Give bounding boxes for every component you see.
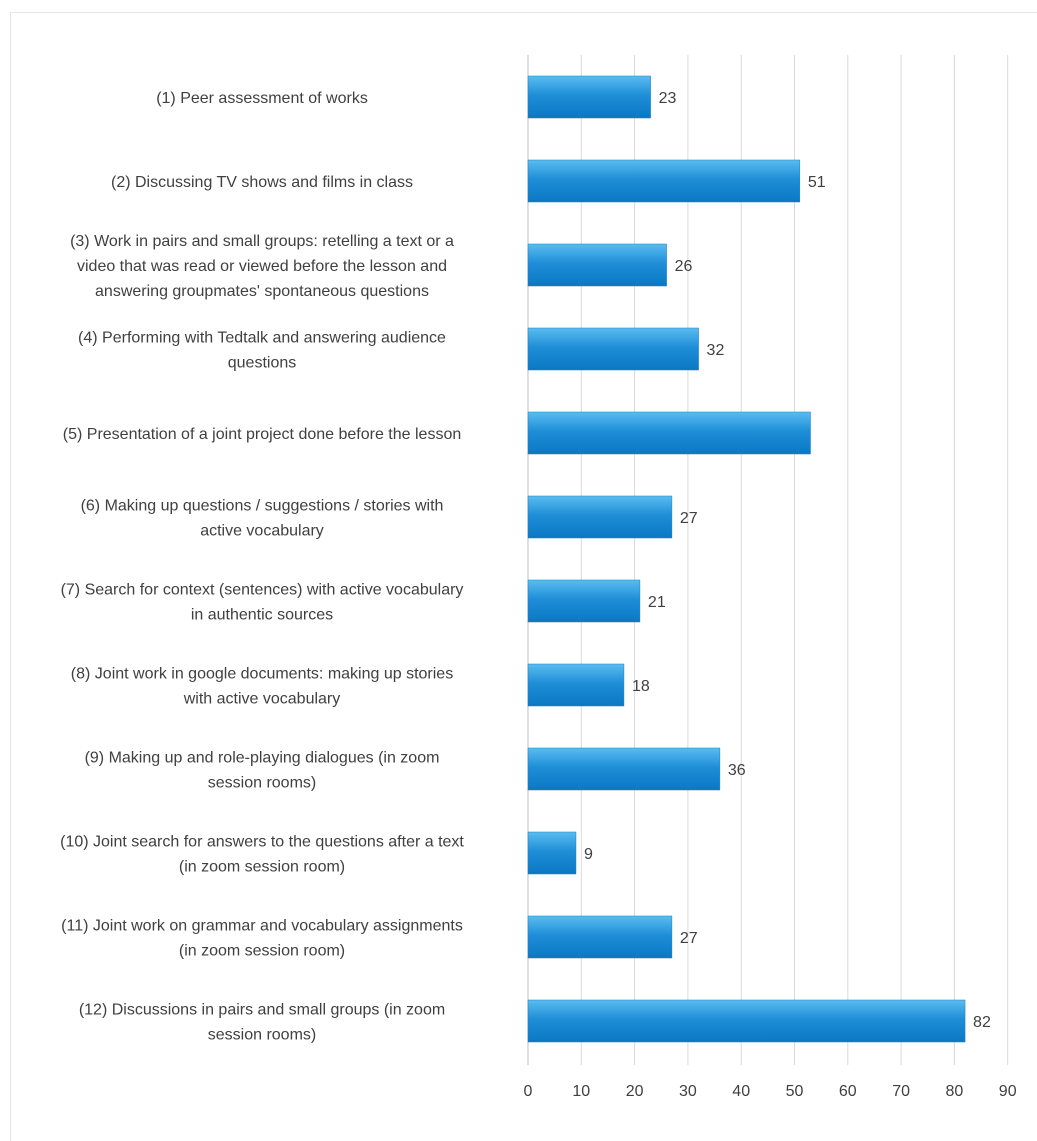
category-label: (4) Performing with Tedtalk and answerin… [78,330,446,372]
category-label-line: (2) Discussing TV shows and films in cla… [111,174,413,191]
category-label-line: (in zoom session room) [179,943,345,960]
data-label: 18 [632,678,650,695]
x-axis-ticks: 0 10 20 30 40 50 60 70 80 90 [524,1083,1017,1100]
data-label: 9 [584,846,593,863]
category-label: (1) Peer assessment of works [156,90,368,107]
x-tick-label: 20 [626,1083,644,1100]
category-label-line: (11) Joint work on grammar and vocabular… [61,918,463,935]
category-label: (9) Making up and role-playing dialogues… [85,750,440,792]
bar [527,327,699,371]
data-label: 36 [728,762,746,779]
bar [527,579,641,623]
x-tick-label: 40 [732,1083,750,1100]
category-label-line: (8) Joint work in google documents: maki… [71,666,453,683]
data-label: 23 [659,90,677,107]
data-label: 51 [808,174,826,191]
category-label-line: in authentic sources [191,607,333,624]
x-tick-label: 70 [892,1083,910,1100]
category-label-line: answering groupmates' spontaneous questi… [95,283,429,300]
data-label: 82 [973,1014,991,1031]
x-tick-label: 50 [786,1083,804,1100]
category-label-line: session rooms) [208,1027,316,1044]
bar [527,831,577,875]
category-label-line: (in zoom session room) [179,859,345,876]
x-tick-label: 90 [999,1083,1017,1100]
gridlines [527,55,1009,1065]
data-label: 26 [675,258,693,275]
category-label-line: (7) Search for context (sentences) with … [61,582,464,599]
data-label: 27 [680,510,698,527]
category-label-line: with active vocabulary [183,691,341,708]
category-labels: (1) Peer assessment of works (2) Discussi… [60,90,464,1044]
x-tick-label: 30 [679,1083,697,1100]
category-label: (10) Joint search for answers to the que… [60,834,464,876]
category-label-line: (5) Presentation of a joint project done… [63,426,461,443]
category-label-line: (12) Discussions in pairs and small grou… [79,1002,445,1019]
data-label: 21 [648,594,666,611]
x-tick-label: 60 [839,1083,857,1100]
category-label: (5) Presentation of a joint project done… [63,426,461,443]
category-label: (3) Work in pairs and small groups: rete… [70,233,454,300]
data-label: 32 [707,342,725,359]
x-tick-label: 80 [946,1083,964,1100]
bar [527,159,801,203]
bars [527,75,966,1043]
data-label: 27 [680,930,698,947]
x-tick-label: 0 [524,1083,533,1100]
category-label-line: (1) Peer assessment of works [156,90,368,107]
bar [527,411,811,455]
category-label-line: active vocabulary [200,523,324,540]
bar [527,663,625,707]
bar [527,75,651,119]
category-label: (12) Discussions in pairs and small grou… [79,1002,445,1044]
category-label-line: (3) Work in pairs and small groups: rete… [70,233,454,250]
category-label: (8) Joint work in google documents: maki… [71,666,453,708]
category-label-line: questions [228,355,297,372]
x-tick-label: 10 [572,1083,590,1100]
bar [527,747,721,791]
category-label: (2) Discussing TV shows and films in cla… [111,174,413,191]
data-labels: 23 51 26 32 27 21 18 36 9 27 82 [584,90,991,1031]
bar [527,243,667,287]
category-label-line: (10) Joint search for answers to the que… [60,834,464,851]
category-label: (7) Search for context (sentences) with … [61,582,464,624]
bar [527,915,673,959]
chart-frame [10,12,1037,1141]
bar [527,999,966,1043]
category-label: (6) Making up questions / suggestions / … [81,498,444,540]
category-label-line: (4) Performing with Tedtalk and answerin… [78,330,446,347]
category-label-line: (9) Making up and role-playing dialogues… [85,750,440,767]
category-label-line: (6) Making up questions / suggestions / … [81,498,444,515]
category-label-line: video that was read or viewed before the… [77,258,447,275]
category-label: (11) Joint work on grammar and vocabular… [61,918,463,960]
category-label-line: session rooms) [208,775,316,792]
bar [527,495,673,539]
